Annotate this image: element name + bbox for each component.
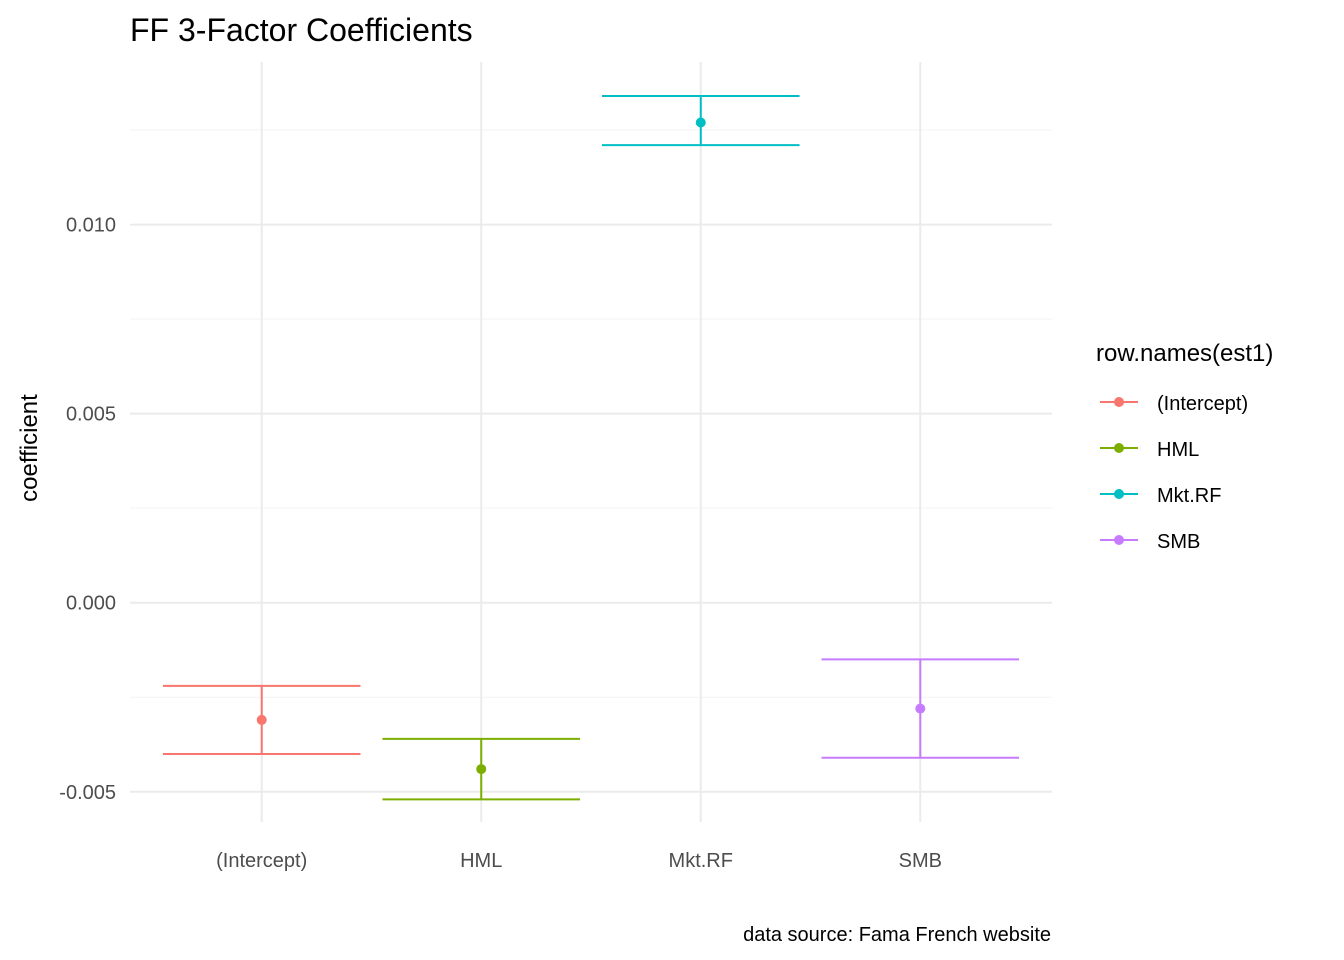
legend-key-point <box>1114 443 1124 453</box>
legend-label: (Intercept) <box>1157 393 1248 415</box>
y-tick-label: 0.010 <box>66 215 116 237</box>
errorbar-group <box>382 737 581 801</box>
estimate-point <box>256 714 267 725</box>
x-tick-label: SMB <box>899 850 942 872</box>
legend-item: SMB <box>1100 531 1200 553</box>
legend-label: SMB <box>1157 531 1200 553</box>
legend-item: HML <box>1100 439 1199 461</box>
estimate-point <box>695 117 706 128</box>
y-tick-label: 0.000 <box>66 593 116 615</box>
errorbar-group <box>601 95 800 147</box>
caption: data source: Fama French website <box>743 924 1051 946</box>
y-axis-ticks: -0.005 0.000 0.005 0.010 <box>59 215 116 804</box>
y-tick-label: -0.005 <box>59 782 116 804</box>
grid <box>130 62 1052 822</box>
legend: row.names(est1) (Intercept) HML Mkt.RF SMB <box>1096 340 1273 553</box>
legend-item: (Intercept) <box>1100 393 1248 415</box>
y-axis-title: coefficient <box>16 394 43 502</box>
chart-title: FF 3-Factor Coefficients <box>130 12 473 48</box>
legend-title: row.names(est1) <box>1096 340 1273 367</box>
x-tick-label: HML <box>460 850 502 872</box>
errorbar-group <box>162 684 361 755</box>
y-tick-label: 0.005 <box>66 404 116 426</box>
legend-item: Mkt.RF <box>1100 485 1221 507</box>
estimate-point <box>476 764 487 775</box>
errorbar-group <box>821 658 1020 759</box>
legend-key-point <box>1114 397 1124 407</box>
x-axis-ticks: (Intercept) HML Mkt.RF SMB <box>216 850 942 872</box>
plot-marks <box>162 95 1020 801</box>
x-tick-label: Mkt.RF <box>669 850 733 872</box>
legend-key-point <box>1114 489 1124 499</box>
legend-label: HML <box>1157 439 1199 461</box>
estimate-point <box>915 703 926 714</box>
legend-label: Mkt.RF <box>1157 485 1221 507</box>
x-tick-label: (Intercept) <box>216 850 307 872</box>
legend-key-point <box>1114 535 1124 545</box>
